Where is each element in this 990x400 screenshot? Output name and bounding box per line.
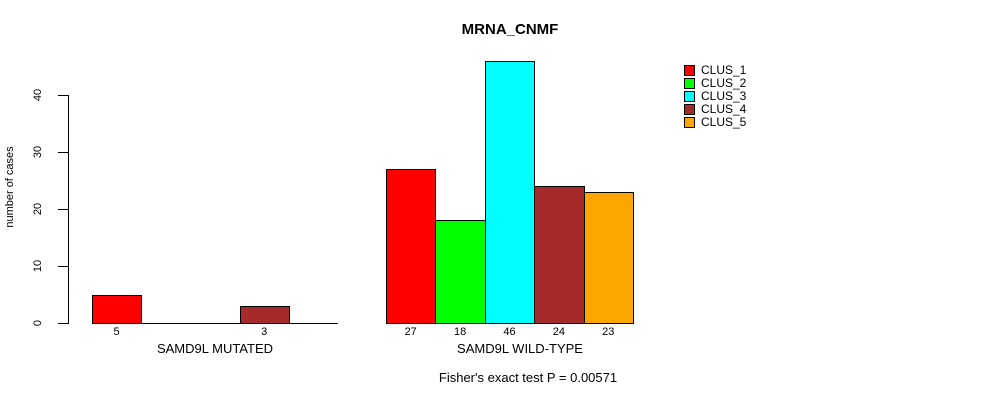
bar-clus_4 <box>239 305 290 324</box>
bar-clus_2 <box>435 220 486 324</box>
y-axis-tick-label: 40 <box>32 88 44 102</box>
legend-swatch <box>684 104 695 115</box>
bar-clus_3 <box>484 60 536 324</box>
legend-swatch <box>684 117 695 128</box>
bar-clus_1 <box>92 294 143 324</box>
bar-value-label: 3 <box>261 326 268 338</box>
bar-value-label: 46 <box>503 326 516 338</box>
legend-label: CLUS_4 <box>701 102 747 116</box>
legend-label: CLUS_1 <box>701 63 747 77</box>
y-axis-tick <box>58 266 68 267</box>
group-label: SAMD9L WILD-TYPE <box>457 341 583 356</box>
legend-item: CLUS_4 <box>684 103 746 116</box>
legend-swatch <box>684 65 695 76</box>
bar-value-label: 24 <box>552 326 565 338</box>
legend-item: CLUS_3 <box>684 90 746 103</box>
bar-value-label: 27 <box>404 326 417 338</box>
y-axis-tick <box>58 95 68 96</box>
y-axis-tick-label: 0 <box>32 319 44 327</box>
legend-swatch <box>684 78 695 89</box>
legend-swatch <box>684 91 695 102</box>
y-axis-tick <box>58 323 68 324</box>
legend: CLUS_1 CLUS_2 CLUS_3 CLUS_4 CLUS_5 <box>684 64 746 129</box>
y-axis-tick-label: 30 <box>32 145 44 159</box>
y-axis-line <box>68 95 69 324</box>
bar-value-label: 5 <box>113 326 120 338</box>
chart-title: MRNA_CNMF <box>461 21 559 38</box>
legend-item: CLUS_2 <box>684 77 746 90</box>
legend-label: CLUS_3 <box>701 89 747 103</box>
bar-clus_5 <box>583 191 634 324</box>
y-axis-tick <box>58 152 68 153</box>
legend-label: CLUS_5 <box>701 115 747 129</box>
y-axis-tick-label: 20 <box>32 202 44 216</box>
legend-item: CLUS_5 <box>684 116 746 129</box>
legend-label: CLUS_2 <box>701 76 747 90</box>
legend-item: CLUS_1 <box>684 64 746 77</box>
bar-clus_1 <box>386 169 437 324</box>
y-axis-tick <box>58 209 68 210</box>
bar-clus_4 <box>534 186 585 324</box>
y-axis-label: number of cases <box>4 146 16 228</box>
bar-value-label: 23 <box>602 326 615 338</box>
y-axis-tick-label: 10 <box>32 259 44 273</box>
x-axis-baseline <box>92 323 338 324</box>
pvalue-annotation: Fisher's exact test P = 0.00571 <box>438 370 618 385</box>
group-label: SAMD9L MUTATED <box>156 341 274 356</box>
bar-value-label: 18 <box>453 326 467 338</box>
